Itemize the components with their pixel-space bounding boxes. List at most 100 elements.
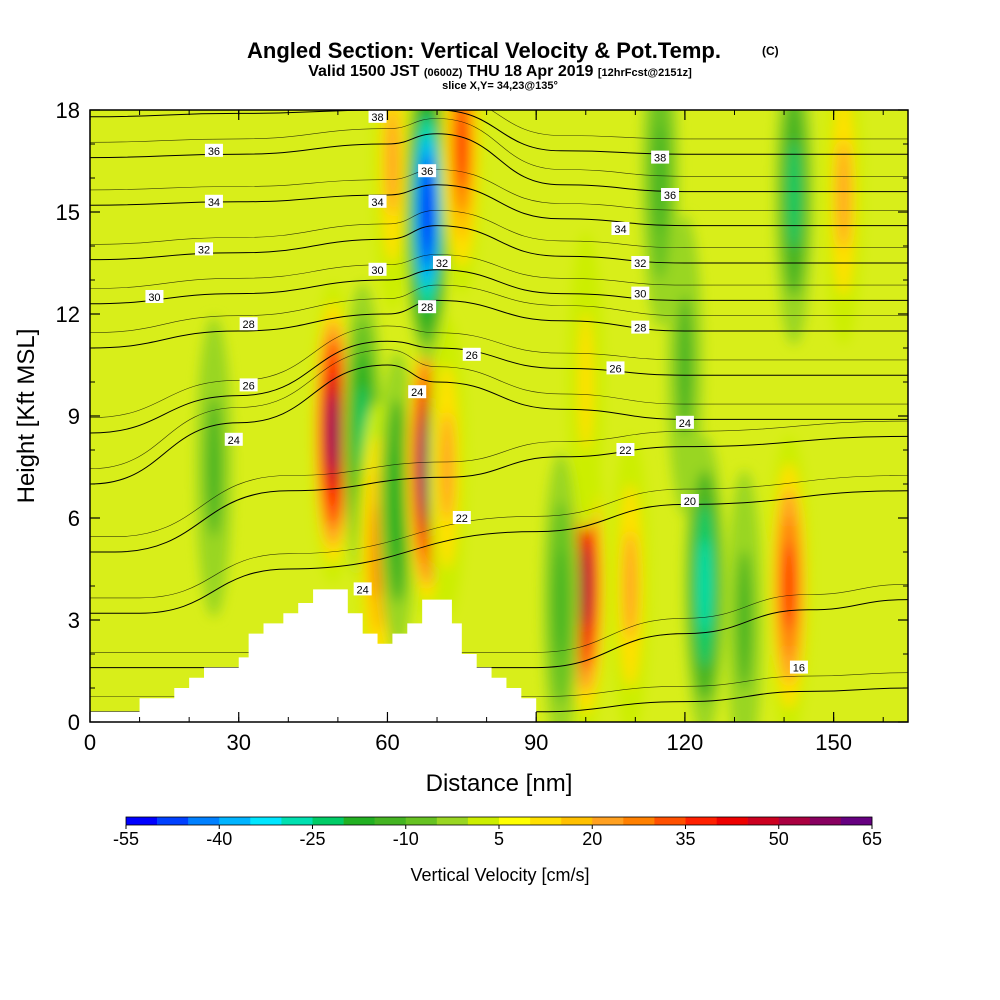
colorbar-swatch: [685, 817, 717, 825]
svg-text:32: 32: [198, 244, 210, 256]
y-tick-label: 0: [68, 710, 80, 735]
contour-labels: 16 20 22 24 26 28 30 32 34 36 38 36 34 32 30 28 26 24 38 36…: [145, 110, 808, 675]
plot-area: 16 20 22 24 26 28 30 32 34 36 38 36 34 32 30 28 26 24 38 36…: [90, 110, 908, 722]
svg-text:32: 32: [634, 258, 646, 270]
colorbar-swatch: [436, 817, 469, 825]
isentrope-line: [90, 299, 908, 349]
svg-text:36: 36: [208, 146, 220, 158]
chart-slice-info: slice X,Y= 34,23@135°: [442, 80, 558, 92]
contour-label: 34: [611, 222, 630, 236]
svg-text:34: 34: [208, 197, 220, 209]
isentrope-line: [90, 169, 908, 211]
isentrope-line: [90, 269, 908, 305]
velocity-band: [787, 141, 801, 249]
x-tick-label: 30: [226, 730, 250, 755]
velocity-band: [328, 393, 338, 473]
chart-title: Angled Section: Vertical Velocity & Pot.…: [247, 38, 721, 63]
svg-text:34: 34: [371, 197, 383, 209]
colorbar-tick-label: -25: [299, 829, 325, 849]
svg-text:20: 20: [684, 496, 696, 508]
chart-subtitle: Valid 1500 JST (0600Z) THU 18 Apr 2019 […: [308, 63, 692, 80]
svg-text:24: 24: [411, 387, 423, 399]
contour-label: 32: [432, 256, 451, 270]
velocity-band: [783, 542, 795, 630]
colorbar-swatch: [281, 817, 313, 825]
x-tick-label: 150: [815, 730, 852, 755]
svg-text:26: 26: [243, 380, 255, 392]
isentrope-line: [90, 420, 908, 537]
svg-text:22: 22: [456, 513, 468, 525]
contour-label: 36: [661, 188, 680, 202]
velocity-cell: [542, 453, 580, 722]
colorbar-swatch: [188, 817, 220, 825]
y-tick-label: 9: [68, 404, 80, 429]
colorbar-swatch: [778, 817, 811, 825]
y-tick-label: 3: [68, 608, 80, 633]
contour-label: 28: [239, 317, 258, 331]
velocity-cell: [767, 436, 811, 722]
velocity-band: [422, 172, 432, 252]
colorbar-tick-label: 20: [582, 829, 602, 849]
colorbar-swatch: [467, 817, 500, 825]
subtitle-date: THU 18 Apr 2019: [467, 63, 594, 80]
contour-label: 16: [789, 660, 808, 675]
velocity-band: [456, 110, 468, 188]
y-tick-label: 18: [56, 98, 80, 123]
velocity-cell: [611, 436, 650, 722]
svg-text:28: 28: [421, 302, 433, 314]
velocity-cell: [824, 110, 863, 345]
colorbar-swatch: [592, 817, 624, 825]
isentrope-line: [90, 284, 908, 333]
colorbar-tick-label: 50: [769, 829, 789, 849]
contour-label: 26: [239, 378, 258, 392]
colorbar-swatch: [809, 817, 842, 825]
colorbar-swatch: [157, 817, 189, 825]
contour-label: 24: [675, 415, 694, 430]
colorbar-swatch: [343, 817, 375, 825]
velocity-cell: [310, 283, 355, 583]
velocity-band: [699, 538, 711, 634]
velocity-cell: [195, 317, 233, 617]
svg-text:22: 22: [619, 445, 631, 457]
isentrope-line: [90, 340, 908, 434]
contour-label: 24: [353, 582, 372, 596]
colorbar-swatch: [374, 817, 407, 825]
velocity-band: [206, 397, 222, 537]
contour-label: 20: [680, 494, 699, 508]
contour-label: 32: [631, 256, 650, 270]
colorbar-swatch: [623, 817, 655, 825]
contour-label: 26: [606, 361, 625, 375]
velocity-band: [386, 110, 399, 215]
subtitle-forecast: [12hrFcst@2151z]: [598, 67, 692, 79]
svg-text:34: 34: [614, 224, 626, 236]
colorbar-swatch: [716, 817, 748, 825]
velocity-band: [578, 312, 594, 452]
contour-label: 38: [651, 150, 670, 165]
velocity-band: [677, 295, 693, 435]
velocity-band: [580, 545, 591, 627]
svg-text:36: 36: [421, 166, 433, 178]
colorbar-swatch: [747, 817, 780, 825]
svg-text:24: 24: [679, 418, 691, 430]
velocity-cell: [667, 215, 703, 515]
svg-text:38: 38: [371, 112, 383, 124]
velocity-band: [555, 549, 567, 657]
velocity-cell: [567, 232, 604, 532]
subtitle-valid-time: Valid 1500 JST: [308, 63, 419, 80]
velocity-cell: [641, 110, 679, 328]
contour-label: 34: [204, 194, 223, 209]
colorbar: -55 -40 -25 -10 5 20 35 50 65: [113, 816, 882, 849]
contour-label: 30: [368, 262, 387, 277]
contour-label: 32: [195, 242, 214, 256]
x-tick-label: 120: [667, 730, 704, 755]
colorbar-swatch: [312, 817, 344, 825]
colorbar-swatch: [250, 817, 282, 825]
velocity-band: [391, 447, 404, 555]
contour-label: 22: [616, 443, 635, 457]
contour-label: 30: [631, 286, 650, 301]
colorbar-tick-label: -55: [113, 829, 139, 849]
x-tick-label: 0: [84, 730, 96, 755]
colorbar-swatch: [405, 817, 438, 825]
